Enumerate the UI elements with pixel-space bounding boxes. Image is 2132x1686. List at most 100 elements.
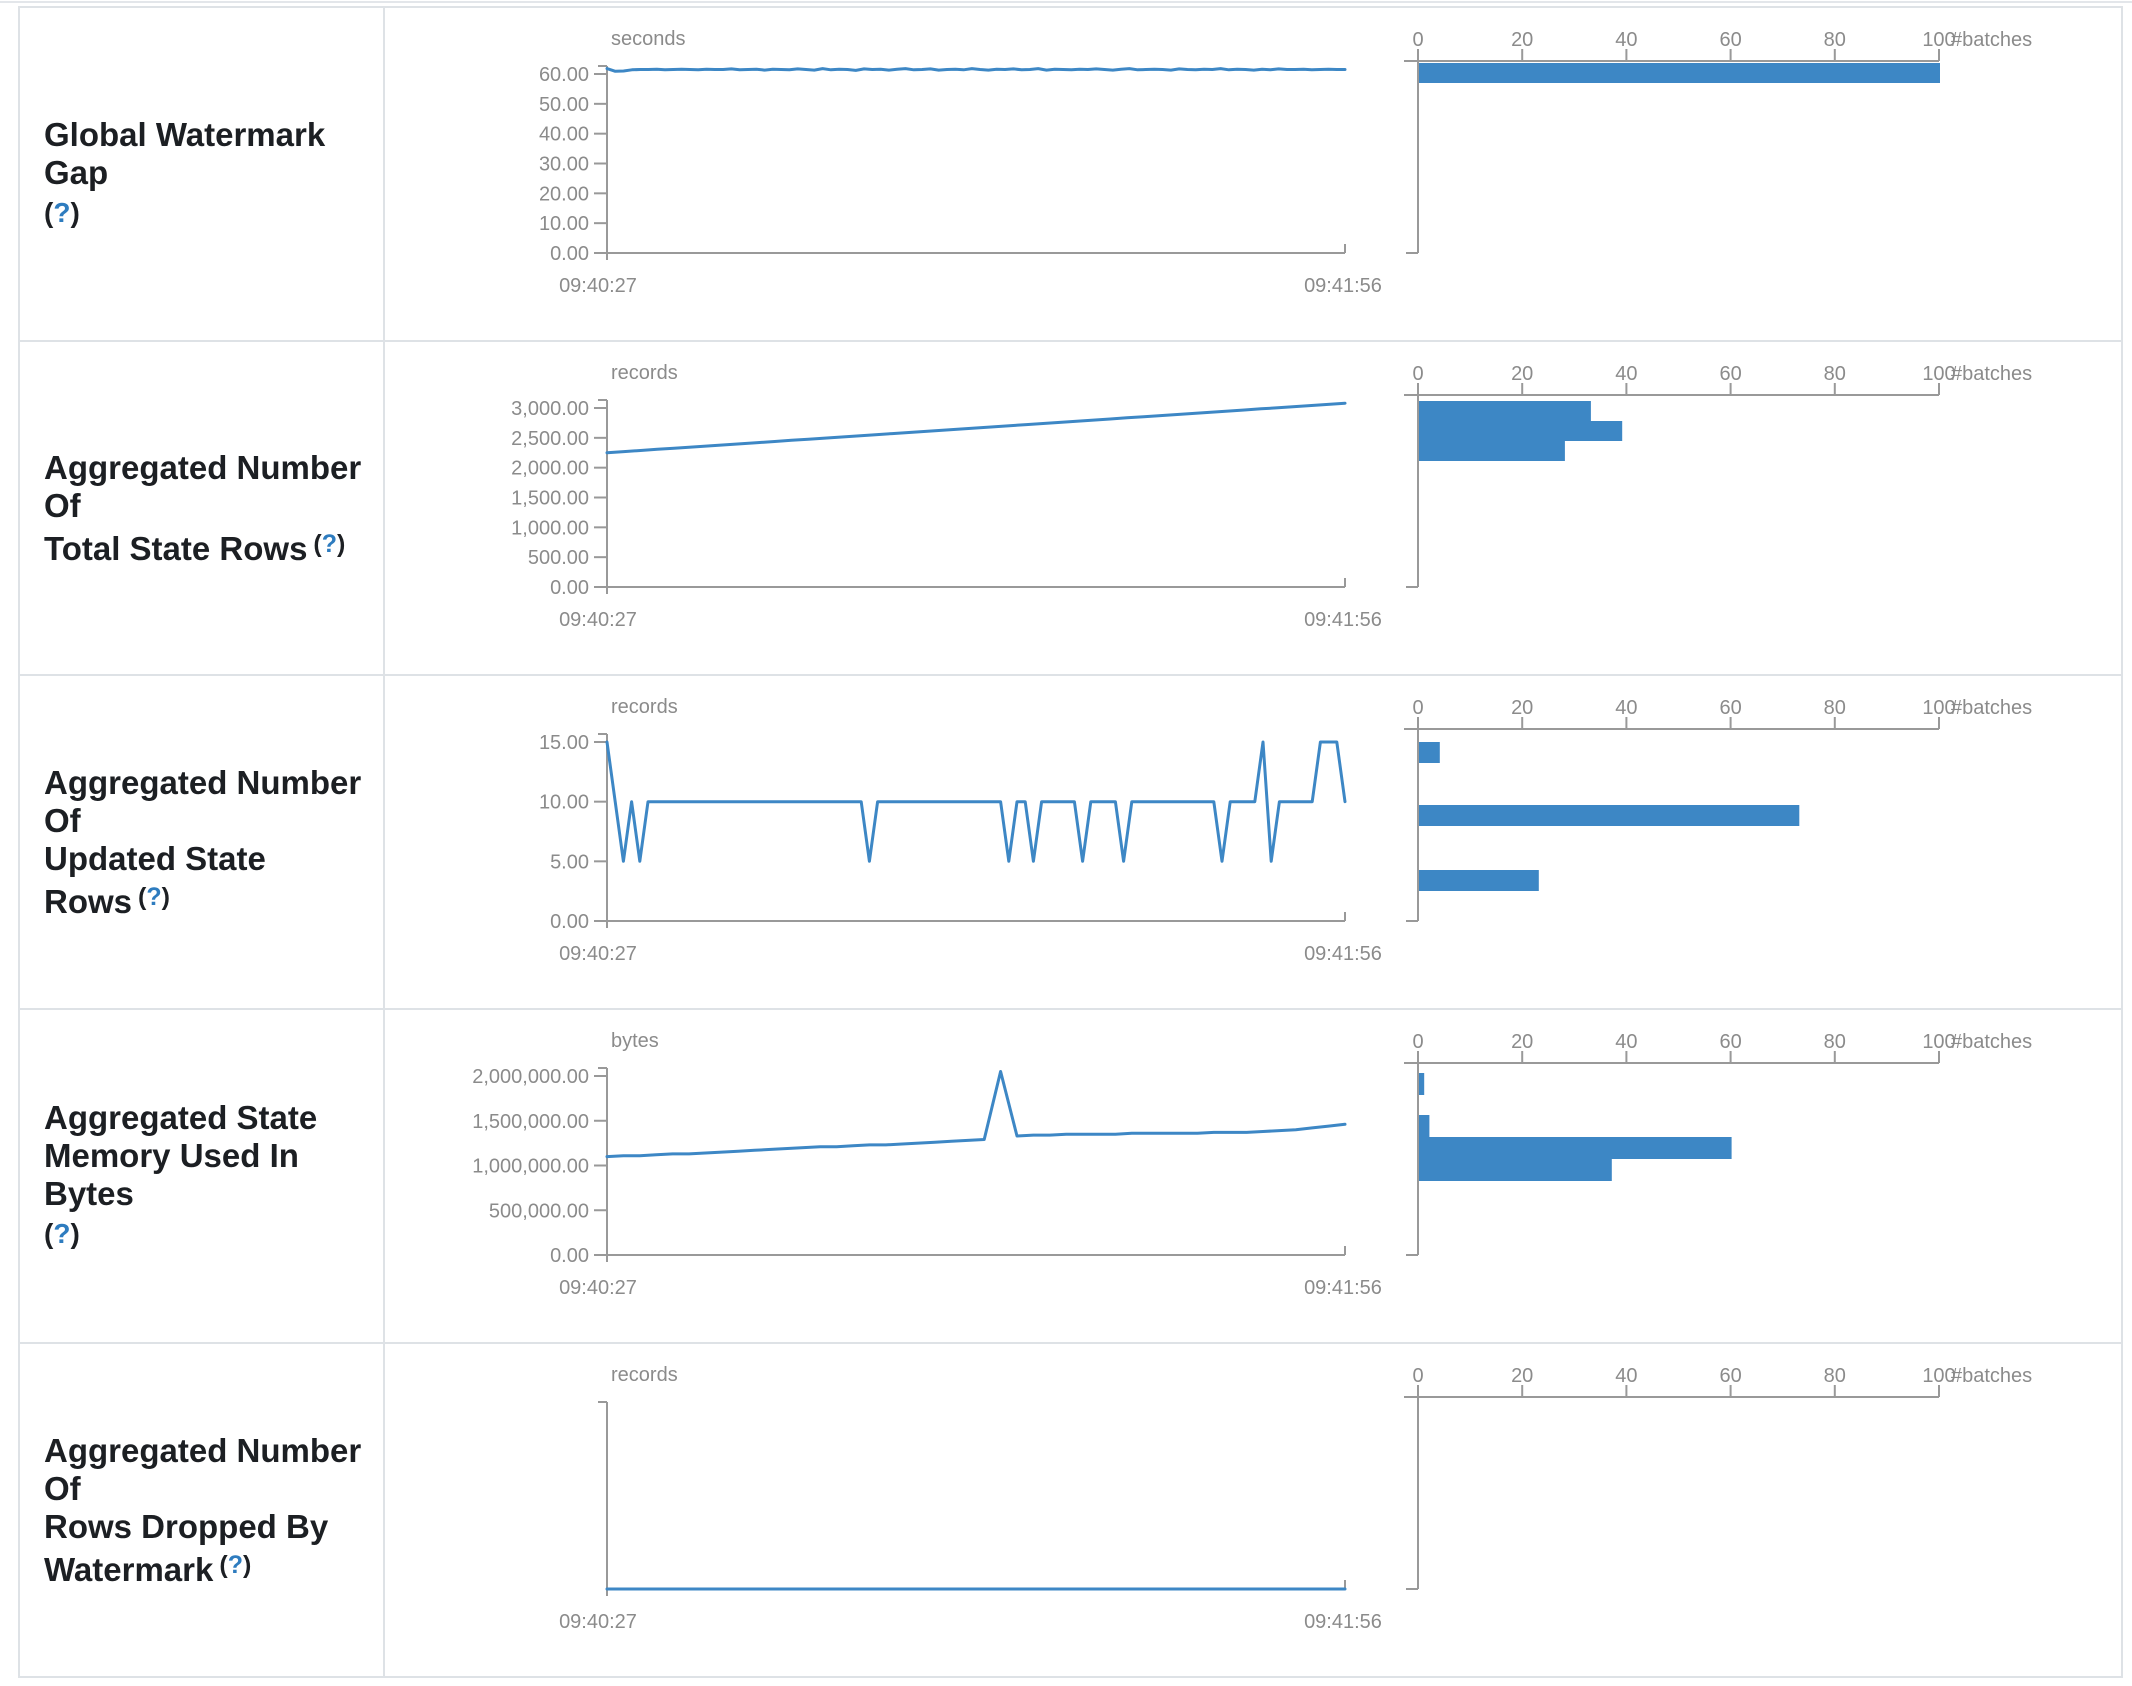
timeline-series-line [605,401,1347,455]
x-tick-label-start: 09:40:27 [559,275,637,297]
hist-tick-label: 40 [1615,363,1637,385]
y-tick-label: 1,000.00 [511,517,589,539]
y-axis-unit-label: bytes [611,1030,659,1052]
y-tick-label: 30.00 [539,154,589,176]
metric-label: Rows Dropped By [44,1507,329,1545]
hist-tick-label: 20 [1511,29,1533,51]
y-tick-label: 40.00 [539,124,589,146]
hist-tick-label: 80 [1824,1031,1846,1053]
histogram-bar [1419,870,1539,891]
y-tick-label: 0.00 [550,1245,589,1267]
help-marker[interactable]: (?) [138,883,170,911]
hist-tick-label: 0 [1412,29,1423,51]
metric-row: Global Watermark Gap (?) seconds 60.00 50.00… [20,8,2121,342]
charts-svg: records 3,000.00 2,500.00 2,000.00 1,500.00 1… [511,362,2032,631]
metric-label: Aggregated State [44,1098,318,1136]
hist-tick-label: 100 [1922,1031,1955,1053]
metric-label: Memory Used In Bytes [44,1136,299,1212]
hist-tick-label: 100 [1922,1365,1955,1387]
metric-label: Updated State Rows (?) [44,839,266,920]
x-tick-label-end: 09:41:56 [1304,943,1382,965]
hist-tick-label: 40 [1615,697,1637,719]
help-marker[interactable]: (?) [44,1218,80,1249]
y-tick-label: 10.00 [539,213,589,235]
charts-svg: records 09:40:27 09:41:56 0 20 40 60 80 100#batc… [559,1364,2032,1633]
histogram-bar [1419,63,1940,83]
histogram-bar [1419,1115,1430,1137]
help-paren: ( [44,1217,54,1249]
histogram-bar [1419,742,1440,763]
histogram-bar [1419,1137,1732,1159]
y-tick-label: 3,000.00 [511,398,589,420]
y-tick-label: 10.00 [539,792,589,814]
hist-tick-label: 20 [1511,697,1533,719]
hist-tick-label: 0 [1412,1365,1423,1387]
help-marker[interactable]: (?) [44,197,80,228]
metric-label: Aggregated Number Of [44,1431,362,1507]
y-tick-label: 60.00 [539,64,589,86]
charts-svg: seconds 60.00 50.00 40.00 30.00 20.00 10.00 0.0… [539,28,2032,297]
metric-charts-cell: seconds 60.00 50.00 40.00 30.00 20.00 10.00 0.0… [385,8,2121,340]
y-tick-label: 20.00 [539,183,589,205]
hist-tick-label: 0 [1412,1031,1423,1053]
metric-charts-cell: records 09:40:27 09:41:56 0 20 40 60 80 100 #batc… [385,1344,2121,1676]
metric-label-cell: Aggregated Number Of Updated State Rows (?… [20,676,385,1008]
histogram-bar [1419,401,1591,421]
help-question-icon: ? [146,882,162,911]
help-marker[interactable]: (?) [219,1551,251,1579]
y-tick-label: 2,000.00 [511,458,589,480]
help-paren: ( [138,882,147,911]
charts-svg: bytes 2,000,000.00 1,500,000.00 1,000,000.0… [472,1030,2032,1299]
help-paren: ( [219,1550,228,1579]
x-tick-label-start: 09:40:27 [559,943,637,965]
hist-tick-label: 80 [1824,363,1846,385]
y-tick-label: 1,000,000.00 [472,1156,589,1178]
metric-charts-cell: records 3,000.00 2,500.00 2,000.00 1,500.00 1… [385,342,2121,674]
hist-tick-label: 60 [1719,697,1741,719]
hist-tick-label: 40 [1615,29,1637,51]
histogram-bar [1419,1073,1425,1095]
hist-axis-unit-label: #batches [1951,1031,2032,1053]
hist-tick-label: 60 [1719,1365,1741,1387]
help-marker[interactable]: (?) [313,530,345,558]
x-tick-label-start: 09:40:27 [559,609,637,631]
y-axis-unit-label: records [611,362,678,384]
timeline-series-line [605,67,1347,73]
help-question-icon: ? [227,1550,243,1579]
help-paren: ( [44,196,54,228]
x-tick-label-end: 09:41:56 [1304,1611,1382,1633]
y-tick-label: 0.00 [550,577,589,599]
hist-tick-label: 100 [1922,697,1955,719]
x-tick-label-end: 09:41:56 [1304,1277,1382,1299]
y-tick-label: 15.00 [539,732,589,754]
histogram-bar [1419,1159,1612,1181]
y-tick-label: 5.00 [550,851,589,873]
y-tick-label: 50.00 [539,94,589,116]
metric-label-cell: Aggregated State Memory Used In Bytes (?) [20,1010,385,1342]
timeline-series-line [605,740,1347,863]
charts-svg: records 15.00 10.00 5.00 0.00 09:40:27 09:41:5… [539,696,2032,965]
hist-tick-label: 100 [1922,29,1955,51]
hist-tick-label: 60 [1719,29,1741,51]
help-paren: ) [242,1550,252,1579]
help-paren: ) [337,529,346,558]
metric-label: Aggregated Number Of [44,763,362,839]
metric-label: (?) [44,1213,369,1254]
y-axis-unit-label: records [611,1364,678,1386]
metric-row: Aggregated Number Of Rows Dropped By Water… [20,1344,2121,1676]
hist-axis-unit-label: #batches [1951,697,2032,719]
metric-charts-cell: records 15.00 10.00 5.00 0.00 09:40:27 09:41:5… [385,676,2121,1008]
hist-tick-label: 80 [1824,1365,1846,1387]
histogram-bar [1419,805,1800,826]
metric-label: Total State Rows (?) [44,529,346,567]
y-tick-label: 1,500,000.00 [472,1111,589,1133]
help-paren: ) [70,196,80,228]
metric-charts-cell: bytes 2,000,000.00 1,500,000.00 1,000,000.0… [385,1010,2121,1342]
y-tick-label: 2,000,000.00 [472,1066,589,1088]
y-tick-label: 1,500.00 [511,488,589,510]
hist-tick-label: 40 [1615,1031,1637,1053]
hist-axis-unit-label: #batches [1951,363,2032,385]
help-question-icon: ? [53,196,71,228]
page-top-divider [0,1,2132,3]
